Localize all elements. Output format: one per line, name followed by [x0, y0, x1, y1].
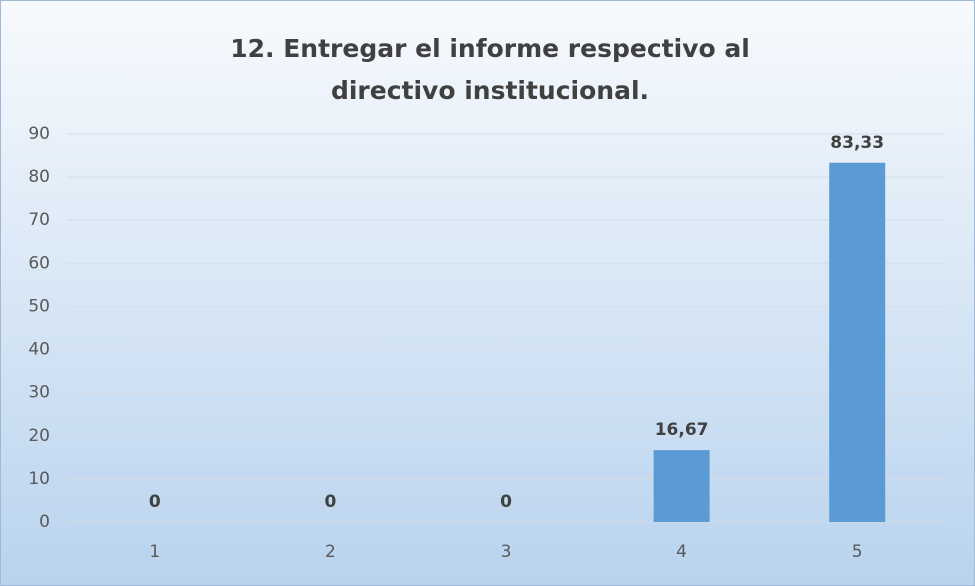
- x-tick-label: 3: [501, 542, 512, 562]
- data-label: 0: [500, 492, 512, 512]
- data-label: 83,33: [830, 133, 884, 153]
- y-tick-label: 90: [28, 124, 50, 144]
- y-tick-label: 0: [39, 512, 50, 532]
- x-tick-label: 5: [852, 542, 863, 562]
- chart-title: 12. Entregar el informe respectivo al di…: [230, 34, 750, 105]
- data-label: 0: [149, 492, 161, 512]
- x-tick-label: 1: [149, 542, 160, 562]
- y-tick-label: 20: [28, 426, 50, 446]
- bar: [653, 450, 710, 522]
- y-tick-label: 70: [28, 210, 50, 230]
- y-tick-label: 30: [28, 383, 50, 403]
- y-tick-label: 50: [28, 296, 50, 316]
- bar: [829, 162, 886, 522]
- data-label: 16,67: [655, 420, 709, 440]
- y-tick-label: 60: [28, 253, 50, 273]
- data-label: 0: [324, 492, 336, 512]
- y-tick-label: 80: [28, 167, 50, 187]
- x-tick-label: 4: [676, 542, 687, 562]
- x-tick-label: 2: [325, 542, 336, 562]
- y-tick-label: 10: [28, 469, 50, 489]
- y-tick-label: 40: [28, 340, 50, 360]
